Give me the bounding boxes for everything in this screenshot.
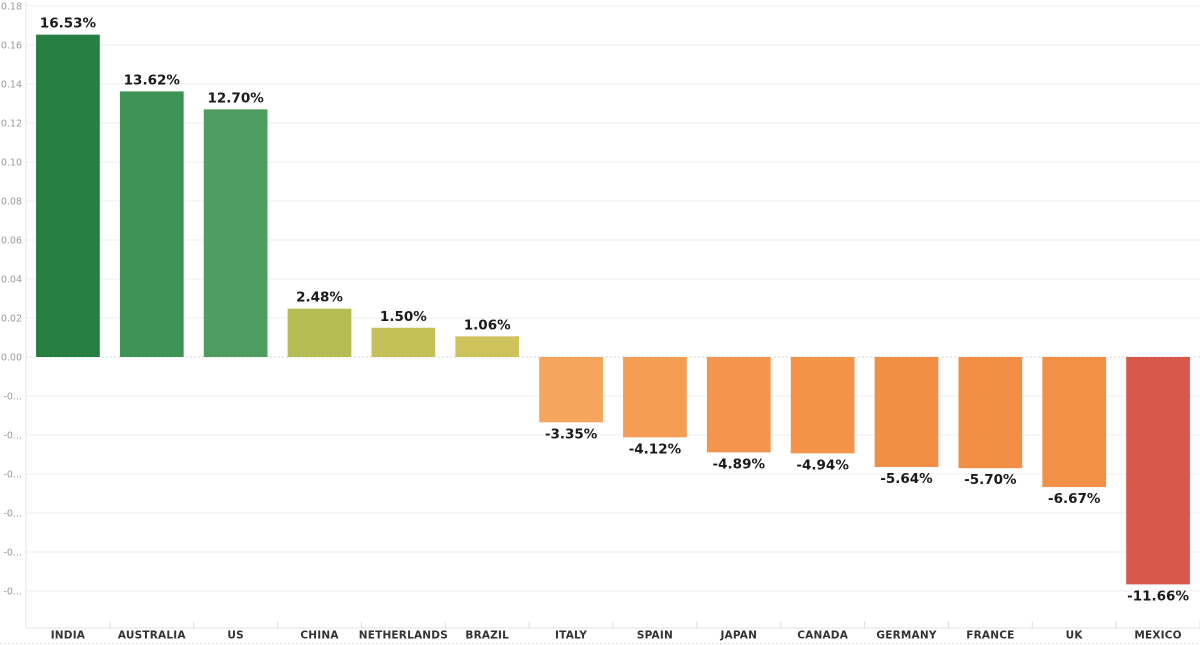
bar-value-label: 13.62%: [124, 72, 181, 88]
x-axis-label-uk: UK: [1066, 630, 1084, 642]
y-axis-tick-label: 0.14: [1, 80, 22, 91]
bar-mexico[interactable]: [1126, 357, 1190, 585]
x-axis-label-brazil: BRAZIL: [465, 630, 509, 642]
bar-us[interactable]: [203, 109, 268, 357]
bar-value-label: -5.64%: [880, 471, 933, 487]
y-axis-tick-label: 0.10: [1, 158, 22, 169]
x-axis-label-france: FRANCE: [966, 630, 1014, 642]
y-axis-tick-label: 0.18: [1, 2, 22, 13]
bar-value-label: -3.35%: [545, 426, 598, 442]
bar-value-label: -5.70%: [964, 472, 1017, 488]
x-axis-label-india: INDIA: [51, 630, 86, 642]
bar-value-label: -4.89%: [713, 456, 766, 472]
bar-spain[interactable]: [623, 357, 687, 438]
x-axis-label-netherlands: NETHERLANDS: [359, 630, 448, 642]
bar-canada[interactable]: [790, 357, 855, 454]
x-axis-label-germany: GERMANY: [876, 630, 936, 642]
x-axis-label-china: CHINA: [300, 630, 339, 642]
bar-uk[interactable]: [1042, 357, 1107, 488]
bar-netherlands[interactable]: [371, 327, 436, 357]
bar-japan[interactable]: [706, 357, 771, 453]
bar-india[interactable]: [36, 34, 100, 357]
y-axis-tick-label: 0.12: [1, 119, 22, 130]
bar-france[interactable]: [958, 357, 1023, 469]
bar-value-label: 1.06%: [464, 317, 511, 333]
y-axis-tick-label: -0...: [3, 392, 22, 403]
bar-value-label: 2.48%: [296, 290, 343, 306]
y-axis-tick-label: -0...: [3, 431, 22, 442]
bar-value-label: 16.53%: [40, 16, 97, 32]
y-axis-tick-label: 0.08: [1, 197, 22, 208]
bar-value-label: -4.94%: [796, 457, 849, 473]
bar-australia[interactable]: [119, 91, 184, 357]
bar-value-label: -4.12%: [629, 441, 682, 457]
y-axis-tick-label: 0.06: [1, 236, 22, 247]
x-axis-label-japan: JAPAN: [719, 630, 757, 642]
y-axis-tick-label: -0...: [3, 470, 22, 481]
y-axis-tick-label: 0.02: [1, 314, 22, 325]
x-axis-label-canada: CANADA: [797, 630, 848, 642]
x-axis-label-spain: SPAIN: [637, 630, 673, 642]
y-axis-tick-label: 0.00: [1, 353, 22, 364]
bar-value-label: -6.67%: [1048, 491, 1101, 507]
x-axis-label-australia: AUSTRALIA: [118, 630, 186, 642]
x-axis-label-us: US: [227, 630, 244, 642]
y-axis-tick-label: -0...: [3, 509, 22, 520]
bar-brazil[interactable]: [455, 336, 520, 357]
x-axis-label-mexico: MEXICO: [1134, 630, 1181, 642]
bar-italy[interactable]: [539, 357, 603, 423]
bar-china[interactable]: [287, 308, 352, 357]
y-axis-tick-label: -0...: [3, 548, 22, 559]
y-axis-tick-label: -0...: [3, 587, 22, 598]
x-axis-label-italy: ITALY: [555, 630, 587, 642]
bar-value-label: -11.66%: [1127, 588, 1189, 604]
bar-value-label: 12.70%: [208, 90, 265, 106]
bar-value-label: 1.50%: [380, 309, 427, 325]
y-axis-tick-label: 0.04: [1, 275, 22, 286]
bar-germany[interactable]: [874, 357, 939, 467]
y-axis-tick-label: 0.16: [1, 41, 22, 52]
